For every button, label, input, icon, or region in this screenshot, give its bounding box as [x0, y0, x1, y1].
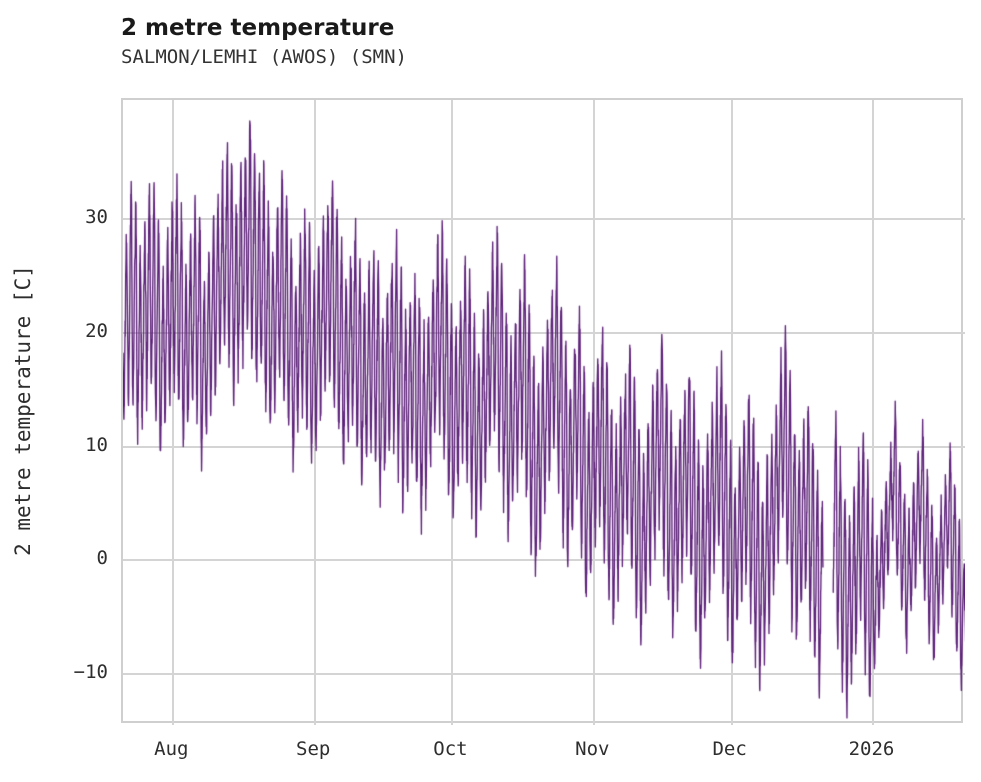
y-axis-tick: 10 [85, 433, 108, 456]
x-axis-tick: Dec [712, 738, 747, 760]
plot-area [121, 98, 965, 725]
x-axis-tick: 2026 [848, 738, 895, 760]
chart-subtitle: SALMON/LEMHI (AWOS) (SMN) [121, 46, 407, 68]
x-axis-tick: Sep [296, 738, 331, 760]
temperature-series-line [123, 100, 965, 725]
x-axis-tick: Oct [433, 738, 468, 760]
y-axis-tick: 0 [96, 547, 108, 570]
y-axis-tick: 30 [85, 206, 108, 229]
title-block: 2 metre temperature SALMON/LEMHI (AWOS) … [121, 14, 921, 70]
x-axis-tick: Nov [575, 738, 610, 760]
y-axis-tick-labels: 30 20 10 0 −10 [0, 98, 108, 723]
y-axis-tick: −10 [73, 660, 108, 683]
page-title: 2 metre temperature [121, 15, 395, 41]
y-axis-tick: 20 [85, 319, 108, 342]
x-axis-tick: Aug [154, 738, 189, 760]
x-axis-tick-labels: Aug Sep Oct Nov Dec 2026 [0, 738, 981, 768]
